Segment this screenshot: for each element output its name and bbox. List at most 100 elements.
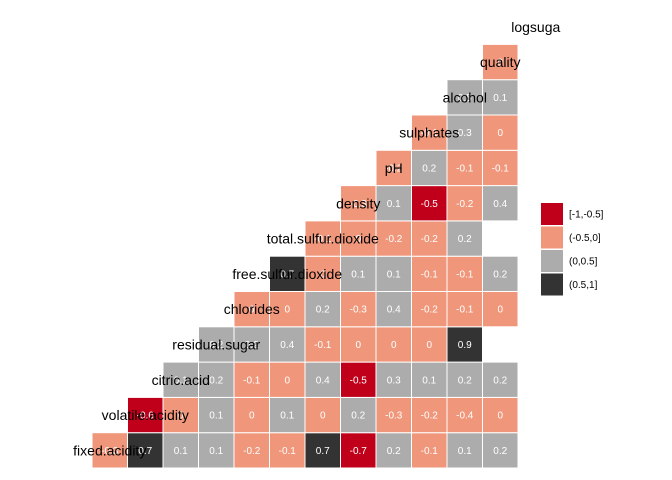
cell-value-label: 0.1 — [209, 411, 223, 422]
cell-value-label: -0.2 — [243, 446, 261, 457]
cell-value-label: 0.7 — [138, 446, 152, 457]
heatmap-cell — [446, 326, 483, 363]
cell-value-label: -0.3 — [385, 411, 403, 422]
heatmap-cell — [446, 149, 483, 187]
variable-label: volatile.acidity — [102, 407, 189, 423]
cell-value-label: 0 — [426, 340, 432, 351]
cell-value-label: -0.6 — [137, 411, 155, 422]
heatmap-cells: -0.3 0.7 0.1 0.1 -0.2 -0.1 0.7 -0.7 0.2 -0.1 0.1 0.… — [91, 43, 519, 469]
variable-label: total.sulfur.dioxide — [267, 231, 379, 247]
cell-value-label: -0.5 — [421, 199, 439, 210]
variable-label: free.sulfur.dioxide — [232, 266, 342, 282]
cell-value-label: 0.9 — [458, 340, 472, 351]
cell-value-label: -0.1 — [421, 446, 439, 457]
heatmap-cell — [91, 432, 128, 469]
variable-label: alcohol — [443, 89, 487, 105]
legend-swatch — [541, 226, 563, 249]
cell-value-label: -0.4 — [456, 411, 474, 422]
cell-value-label: 0.7 — [280, 269, 294, 280]
heatmap-cell — [304, 220, 341, 257]
cell-value-label: 0 — [497, 128, 503, 139]
variable-label: logsuga — [511, 19, 560, 35]
cell-value-label: -0.5 — [350, 375, 368, 386]
heatmap-cell — [375, 291, 412, 328]
heatmap-cell — [482, 255, 519, 293]
cell-value-label: 0.1 — [422, 375, 436, 386]
legend-swatch — [541, 273, 563, 296]
cell-value-label: 0.1 — [280, 411, 294, 422]
variable-label: density — [336, 195, 380, 211]
variable-label: citric.acid — [152, 372, 210, 388]
heatmap-cell — [198, 396, 235, 434]
heatmap-cell — [375, 361, 412, 398]
heatmap-cell — [375, 220, 412, 257]
cell-value-label: 0.2 — [493, 446, 507, 457]
cell-value-label: -0.1 — [314, 340, 332, 351]
cell-value-label: 0.2 — [351, 411, 365, 422]
cell-value-label: 0.5 — [458, 93, 472, 104]
cell-value-label: 0.2 — [209, 340, 223, 351]
variable-label: quality — [480, 54, 520, 70]
heatmap-cell — [304, 396, 341, 434]
cell-value-label: 0.1 — [493, 93, 507, 104]
variable-label: pH — [385, 160, 403, 176]
cell-value-label: -0.1 — [421, 128, 439, 139]
cell-value-label: 0.2 — [245, 340, 259, 351]
cell-value-label: -0.2 — [421, 411, 439, 422]
cell-value-label: -0.2 — [421, 234, 439, 245]
cell-value-label: 0 — [497, 305, 503, 316]
variable-labels: fixed.acidity volatile.acidity citric.acid… — [73, 19, 560, 459]
cell-value-label: 0.1 — [458, 446, 472, 457]
cell-value-label: -0.1 — [314, 234, 332, 245]
cell-value-label: 0 — [497, 411, 503, 422]
heatmap-cell — [340, 326, 377, 363]
cell-value-label: 0.2 — [458, 234, 472, 245]
cell-value-label: 0.2 — [316, 305, 330, 316]
heatmap-cell — [269, 255, 306, 293]
cell-value-label: 0 — [284, 305, 290, 316]
cell-value-label: -0.7 — [350, 446, 368, 457]
cell-value-label: 0.2 — [209, 375, 223, 386]
cell-value-label: 0 — [320, 411, 326, 422]
cell-value-label: 0 — [320, 269, 326, 280]
cell-value-label: 0.1 — [209, 446, 223, 457]
legend-label: (0,0.5] — [569, 257, 598, 268]
cell-value-label: 0.4 — [280, 340, 294, 351]
legend-swatch — [541, 250, 563, 272]
cell-value-label: 0 — [355, 340, 361, 351]
heatmap-cell — [482, 79, 519, 116]
cell-value-label: 0.4 — [493, 199, 507, 210]
cell-value-label: -0.2 — [456, 199, 474, 210]
cell-value-label: 0.7 — [316, 446, 330, 457]
heatmap-cell — [482, 43, 519, 81]
heatmap-cell — [446, 291, 483, 328]
heatmap-cell — [269, 291, 306, 328]
heatmap-cell — [446, 220, 483, 257]
heatmap-cell — [446, 79, 483, 116]
cell-value-label: 0 — [249, 305, 255, 316]
heatmap-cell — [233, 291, 270, 328]
legend-swatch — [541, 203, 563, 225]
cell-value-label: -0.1 — [243, 375, 261, 386]
cell-value-label: -0.2 — [385, 234, 403, 245]
cell-value-label: 0.1 — [387, 199, 401, 210]
heatmap-cell — [411, 361, 448, 398]
legend: [-1,-0.5] (-0.5,0] (0,0.5] (0.5,1] — [541, 203, 604, 296]
variable-label: chlorides — [224, 301, 280, 317]
cell-value-label: -0.1 — [456, 305, 474, 316]
legend-label: [-1,-0.5] — [569, 210, 604, 221]
heatmap-cell — [304, 291, 341, 328]
heatmap-cell — [411, 220, 448, 257]
heatmap-cell — [411, 326, 448, 363]
cell-value-label: 0.1 — [174, 375, 188, 386]
cell-value-label: -0.2 — [385, 163, 403, 174]
cell-value-label: 0 — [497, 58, 503, 69]
cell-value-label: 0 — [249, 411, 255, 422]
cell-value-label: 0.2 — [458, 375, 472, 386]
heatmap-cell — [340, 220, 377, 257]
heatmap-cell — [411, 255, 448, 293]
heatmap-cell — [340, 185, 377, 222]
heatmap-cell — [482, 291, 519, 328]
cell-value-label: 0.3 — [387, 375, 401, 386]
heatmap-cell — [198, 326, 235, 363]
